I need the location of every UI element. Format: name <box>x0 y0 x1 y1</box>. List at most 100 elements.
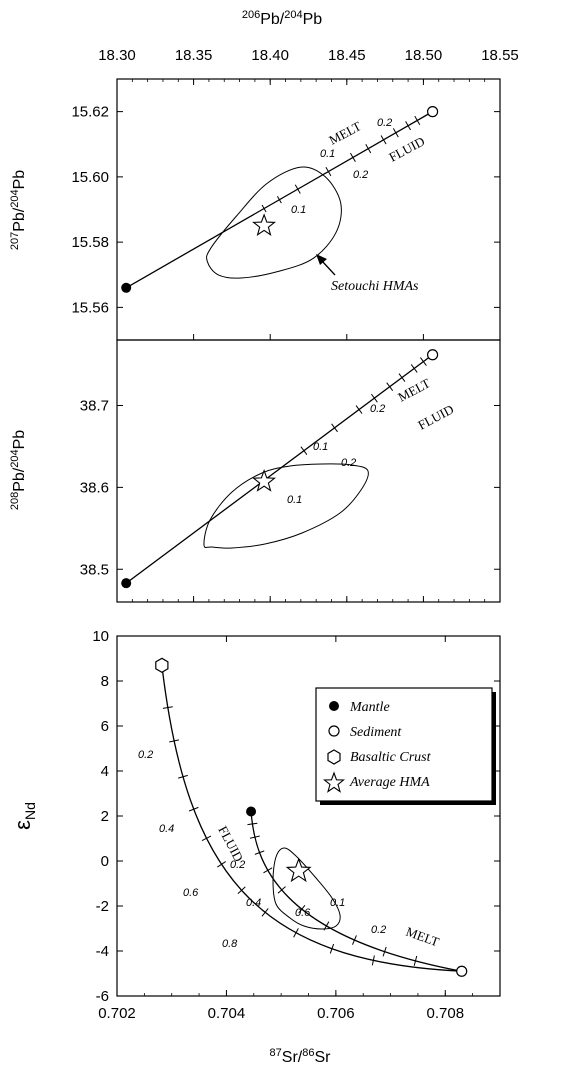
bottom-melt-label: MELT <box>404 924 441 950</box>
bot-x-mid: Sr/ <box>282 1049 303 1066</box>
top-melt-label: MELT <box>326 118 363 147</box>
bot-x-tick-label: 0.708 <box>427 1005 465 1022</box>
mid-y-sup1: 208 <box>9 492 21 510</box>
top-fluid-label: FLUID <box>386 133 427 164</box>
top-fluid-0.2: 0.2 <box>353 169 368 181</box>
bot-y-tick-label: 8 <box>101 673 109 690</box>
basaltic-crust-point <box>155 657 169 673</box>
bot-y-tick-label: 2 <box>101 808 109 825</box>
mid-star-0.1: 0.1 <box>287 494 302 506</box>
crust-0.8: 0.8 <box>222 938 238 950</box>
mantle-curve-tick <box>247 822 258 826</box>
crust-curve-tick <box>237 886 246 895</box>
bottom-sediment-point <box>456 965 468 977</box>
fluid-0.2: 0.2 <box>230 859 245 871</box>
legend: Mantle Sediment Basaltic Crust Average H… <box>315 687 496 805</box>
bottom-mantle-point <box>246 806 257 817</box>
top-x-base: Pb/ <box>260 11 285 28</box>
setouchi-arrow <box>316 254 336 276</box>
middle-mix-tick <box>331 423 338 433</box>
top-x-tick-label: 18.30 <box>98 47 136 64</box>
legend-box <box>315 687 493 802</box>
crust-sediment-curve <box>161 665 462 972</box>
bottom-fluid-label: FLUID <box>215 823 246 864</box>
legend-sediment-label: Sediment <box>350 725 402 740</box>
mid-melt-label: MELT <box>395 375 432 404</box>
middle-sediment-point <box>426 349 439 361</box>
bot-y-tick-label: -6 <box>96 988 109 1005</box>
crust-curve-tick <box>188 806 199 812</box>
top-x-tick-label: 18.40 <box>251 47 289 64</box>
middle-mix-tick <box>300 446 308 455</box>
top-mix-tick <box>325 166 332 177</box>
top-y-sup1: 207 <box>9 232 21 250</box>
top-hma-envelope <box>206 166 342 279</box>
top-x-tick-label: 18.50 <box>405 47 443 64</box>
crust-curve-tick <box>329 943 335 954</box>
mid-fluid-0.2: 0.2 <box>341 457 356 469</box>
legend-star-symbol <box>323 771 345 793</box>
top-y-tick-label: 15.60 <box>71 169 109 186</box>
middle-mix-tick <box>420 357 427 366</box>
bottom-y-axis-title: εNd <box>10 802 38 830</box>
crust-curve-tick <box>162 706 173 709</box>
crust-curve-tick <box>178 774 188 779</box>
top-mix-tick <box>414 115 421 126</box>
mantle-curve-tick <box>323 921 330 931</box>
top-mantle-point <box>121 282 132 293</box>
top-y-tick-label: 15.62 <box>71 104 109 121</box>
top-x-tick-label: 18.45 <box>328 47 366 64</box>
middle-mix-tick <box>370 393 378 403</box>
top-mix-tick <box>261 204 267 213</box>
top-y-mid: Pb/ <box>11 207 28 232</box>
top-y-tick-label: 15.58 <box>71 234 109 251</box>
legend-hexagon-symbol <box>327 749 341 765</box>
mid-y-tick-label: 38.7 <box>80 398 109 415</box>
top-average-hma-star <box>252 213 277 236</box>
bottom-x-axis-title: 87Sr/86Sr <box>270 1047 332 1066</box>
bottom-average-hma-star <box>285 857 312 883</box>
mid-melt-0.2: 0.2 <box>370 403 385 415</box>
panel-middle-frame <box>116 339 501 603</box>
bot-x-tick-label: 0.704 <box>208 1005 246 1022</box>
top-melt-0.2: 0.2 <box>377 117 392 129</box>
bot-x-tick-label: 0.702 <box>98 1005 136 1022</box>
legend-mantle-label: Mantle <box>349 700 390 715</box>
crust-curve-tick <box>371 955 375 966</box>
top-mix-tick <box>294 184 301 194</box>
mid-fluid-label: FLUID <box>415 401 456 432</box>
top-y-tail: Pb <box>11 170 28 190</box>
crust-curve-tick <box>261 908 269 917</box>
mantle-curve-tick <box>263 867 273 874</box>
top-x-sup2: 204 <box>284 9 302 21</box>
crust-curve-tick <box>201 835 212 842</box>
mantle-curve-tick <box>298 904 306 914</box>
bottom-y-main: ε <box>10 820 35 830</box>
middle-y-axis-title: 208Pb/204Pb <box>9 430 28 510</box>
mid-y-mid: Pb/ <box>11 467 28 492</box>
ticks-layer <box>116 79 501 997</box>
legend-hma-label: Average HMA <box>349 775 430 790</box>
fluid-0.4: 0.4 <box>246 897 261 909</box>
mantle-curve-tick <box>249 835 260 839</box>
mantle-curve-tick <box>277 886 286 894</box>
top-mix-tick <box>380 135 387 145</box>
bot-y-tick-label: -4 <box>96 943 109 960</box>
mantle-curve-tick <box>254 850 265 855</box>
crust-0.2: 0.2 <box>138 749 153 761</box>
middle-average-hma-star <box>252 469 276 492</box>
middle-mix-tick <box>355 405 363 414</box>
bot-x-sup2: 86 <box>302 1047 314 1059</box>
tick-labels-layer: 18.30 18.35 18.40 18.45 18.50 18.55 15.56 15.58… <box>71 47 518 1022</box>
data-layer <box>121 106 468 977</box>
mid-y-sup2: 204 <box>9 449 21 467</box>
top-x-tick-label: 18.35 <box>175 47 213 64</box>
bottom-y-sub: Nd <box>22 802 38 820</box>
mantle-curve-tick <box>413 955 418 966</box>
legend-basaltic-label: Basaltic Crust <box>350 750 432 765</box>
top-y-sup2: 204 <box>9 189 21 207</box>
top-sediment-point <box>426 106 439 118</box>
legend-mantle-symbol <box>329 701 339 711</box>
crust-curve-tick <box>217 861 226 868</box>
bot-x-sup1: 87 <box>270 1047 282 1059</box>
